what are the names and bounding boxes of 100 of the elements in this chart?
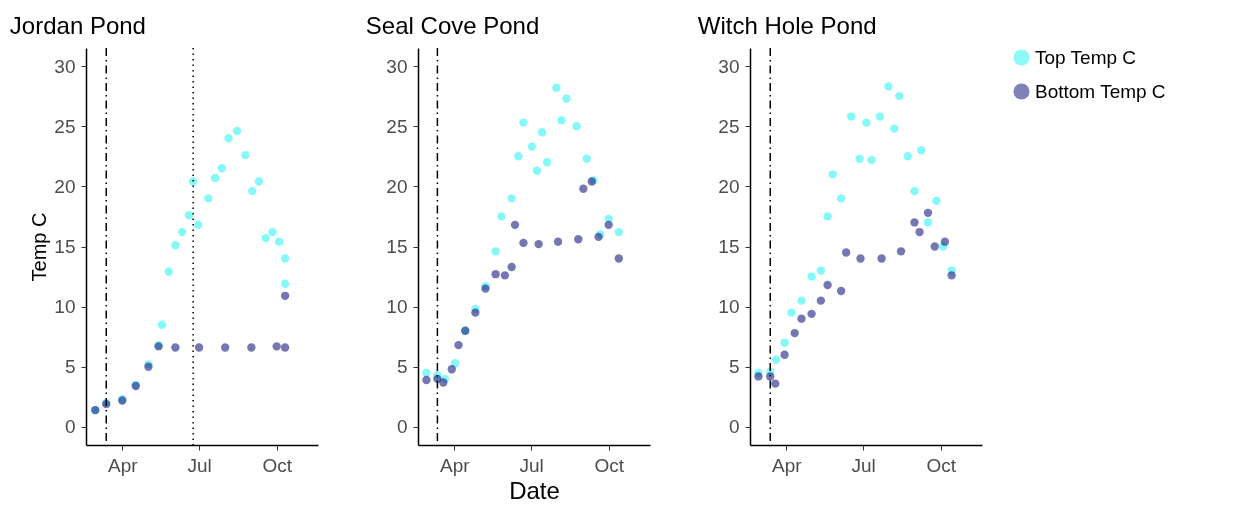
point bbox=[507, 194, 516, 203]
point bbox=[507, 262, 516, 272]
point bbox=[422, 375, 431, 385]
x-tick-label: Jul bbox=[187, 454, 212, 476]
point bbox=[497, 212, 506, 221]
point bbox=[862, 118, 871, 127]
y-tick-label: 25 bbox=[718, 115, 740, 137]
point bbox=[930, 242, 939, 251]
y-tick-label: 15 bbox=[54, 236, 76, 257]
point bbox=[823, 280, 832, 290]
x-tick-label: Apr bbox=[107, 454, 139, 476]
point bbox=[875, 112, 885, 121]
y-tick-label: 15 bbox=[386, 236, 408, 257]
y-tick-label: 25 bbox=[386, 115, 408, 137]
point bbox=[491, 269, 500, 279]
point bbox=[537, 128, 547, 137]
point bbox=[280, 254, 290, 263]
point bbox=[604, 220, 613, 230]
point bbox=[572, 122, 581, 131]
point bbox=[510, 220, 520, 230]
point bbox=[439, 378, 448, 387]
point bbox=[614, 254, 623, 263]
legend-label: Bottom Temp C bbox=[1035, 80, 1166, 102]
point bbox=[917, 146, 926, 155]
point bbox=[877, 254, 886, 263]
point bbox=[932, 196, 941, 205]
legend-label: Top Temp C bbox=[1035, 46, 1137, 68]
point bbox=[771, 379, 780, 388]
x-tick-label: Jul bbox=[519, 454, 544, 476]
point bbox=[272, 342, 281, 351]
point bbox=[157, 320, 167, 329]
x-tick-label: Apr bbox=[439, 454, 471, 476]
y-tick-label: 0 bbox=[396, 416, 408, 438]
point bbox=[422, 368, 431, 377]
point bbox=[210, 173, 220, 183]
point bbox=[807, 272, 816, 281]
point bbox=[247, 343, 256, 352]
y-tick-label: 10 bbox=[718, 296, 740, 318]
point bbox=[790, 328, 799, 338]
point bbox=[224, 134, 233, 143]
point bbox=[557, 116, 566, 125]
y-tick-label: 30 bbox=[386, 55, 408, 77]
point bbox=[910, 186, 919, 196]
point bbox=[780, 338, 789, 347]
point bbox=[194, 343, 204, 352]
point bbox=[855, 154, 864, 163]
point bbox=[280, 279, 290, 288]
y-tick-label: 25 bbox=[54, 115, 76, 137]
point bbox=[836, 286, 846, 296]
point bbox=[534, 239, 543, 249]
y-tick-label: 20 bbox=[718, 175, 740, 197]
point bbox=[519, 238, 528, 248]
point bbox=[847, 112, 856, 121]
y-tick-label: 10 bbox=[386, 296, 408, 318]
point bbox=[867, 155, 876, 165]
point bbox=[884, 82, 893, 91]
chart-title: Seal Cove Pond bbox=[365, 12, 540, 40]
point bbox=[552, 83, 561, 92]
point bbox=[896, 247, 906, 256]
point bbox=[553, 237, 563, 246]
point bbox=[807, 309, 816, 319]
point bbox=[447, 365, 456, 374]
point bbox=[241, 150, 250, 160]
point bbox=[823, 212, 832, 221]
y-tick-label: 20 bbox=[54, 175, 76, 197]
point bbox=[248, 186, 257, 196]
y-tick-label: 30 bbox=[54, 55, 76, 77]
y-axis-title: Temp C bbox=[28, 212, 51, 282]
point bbox=[841, 248, 851, 257]
point bbox=[940, 237, 950, 246]
point bbox=[221, 343, 230, 352]
point bbox=[903, 152, 912, 161]
point bbox=[164, 267, 173, 276]
point bbox=[828, 170, 837, 179]
y-tick-label: 30 bbox=[718, 55, 740, 77]
point bbox=[519, 118, 528, 127]
point bbox=[574, 235, 583, 244]
chart-title: Jordan Pond bbox=[9, 12, 146, 40]
point bbox=[454, 340, 463, 350]
point bbox=[787, 308, 796, 317]
point bbox=[797, 296, 806, 305]
point bbox=[261, 233, 270, 243]
point bbox=[254, 177, 264, 186]
point bbox=[280, 343, 290, 352]
point bbox=[268, 227, 277, 237]
x-tick-label: Oct bbox=[594, 454, 625, 476]
point bbox=[614, 227, 623, 237]
point bbox=[836, 194, 846, 203]
x-axis-title: Date bbox=[509, 476, 560, 504]
chart-title: Witch Hole Pond bbox=[697, 12, 877, 40]
point bbox=[766, 372, 775, 381]
point bbox=[895, 91, 904, 101]
point bbox=[771, 355, 781, 364]
x-tick-label: Apr bbox=[771, 454, 803, 476]
point bbox=[275, 237, 284, 246]
y-tick-label: 20 bbox=[386, 175, 408, 197]
x-tick-label: Jul bbox=[851, 454, 876, 476]
y-tick-label: 0 bbox=[728, 416, 740, 438]
point bbox=[471, 308, 480, 317]
point bbox=[184, 211, 194, 220]
